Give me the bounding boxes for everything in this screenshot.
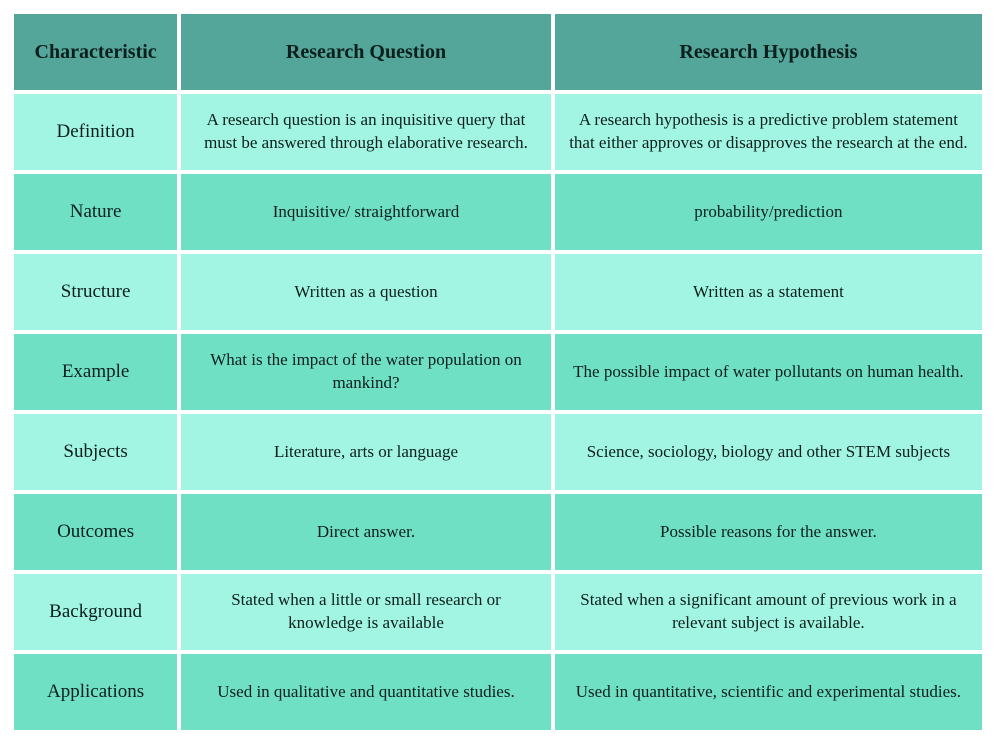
comparison-table-container: Characteristic Research Question Researc…	[10, 10, 986, 734]
table-row: Background Stated when a little or small…	[14, 574, 982, 650]
cell-hypothesis: Possible reasons for the answer.	[555, 494, 982, 570]
cell-question: A research question is an inquisitive qu…	[181, 94, 551, 170]
cell-question: Written as a question	[181, 254, 551, 330]
col-header-characteristic: Characteristic	[14, 14, 177, 90]
cell-hypothesis: probability/prediction	[555, 174, 982, 250]
cell-question: Stated when a little or small research o…	[181, 574, 551, 650]
col-header-question: Research Question	[181, 14, 551, 90]
cell-question: Direct answer.	[181, 494, 551, 570]
table-row: Outcomes Direct answer. Possible reasons…	[14, 494, 982, 570]
cell-characteristic: Example	[14, 334, 177, 410]
table-row: Subjects Literature, arts or language Sc…	[14, 414, 982, 490]
cell-hypothesis: Written as a statement	[555, 254, 982, 330]
cell-question: What is the impact of the water populati…	[181, 334, 551, 410]
cell-hypothesis: Stated when a significant amount of prev…	[555, 574, 982, 650]
table-row: Definition A research question is an inq…	[14, 94, 982, 170]
cell-characteristic: Background	[14, 574, 177, 650]
table-row: Nature Inquisitive/ straightforward prob…	[14, 174, 982, 250]
cell-characteristic: Outcomes	[14, 494, 177, 570]
table-row: Example What is the impact of the water …	[14, 334, 982, 410]
cell-hypothesis: The possible impact of water pollutants …	[555, 334, 982, 410]
cell-question: Inquisitive/ straightforward	[181, 174, 551, 250]
comparison-table: Characteristic Research Question Researc…	[10, 10, 986, 734]
cell-characteristic: Definition	[14, 94, 177, 170]
table-body: Definition A research question is an inq…	[14, 94, 982, 730]
cell-characteristic: Applications	[14, 654, 177, 730]
cell-characteristic: Nature	[14, 174, 177, 250]
cell-hypothesis: Science, sociology, biology and other ST…	[555, 414, 982, 490]
cell-hypothesis: Used in quantitative, scientific and exp…	[555, 654, 982, 730]
cell-question: Used in qualitative and quantitative stu…	[181, 654, 551, 730]
table-row: Structure Written as a question Written …	[14, 254, 982, 330]
cell-characteristic: Structure	[14, 254, 177, 330]
table-header: Characteristic Research Question Researc…	[14, 14, 982, 90]
col-header-hypothesis: Research Hypothesis	[555, 14, 982, 90]
cell-question: Literature, arts or language	[181, 414, 551, 490]
cell-hypothesis: A research hypothesis is a predictive pr…	[555, 94, 982, 170]
cell-characteristic: Subjects	[14, 414, 177, 490]
table-row: Applications Used in qualitative and qua…	[14, 654, 982, 730]
